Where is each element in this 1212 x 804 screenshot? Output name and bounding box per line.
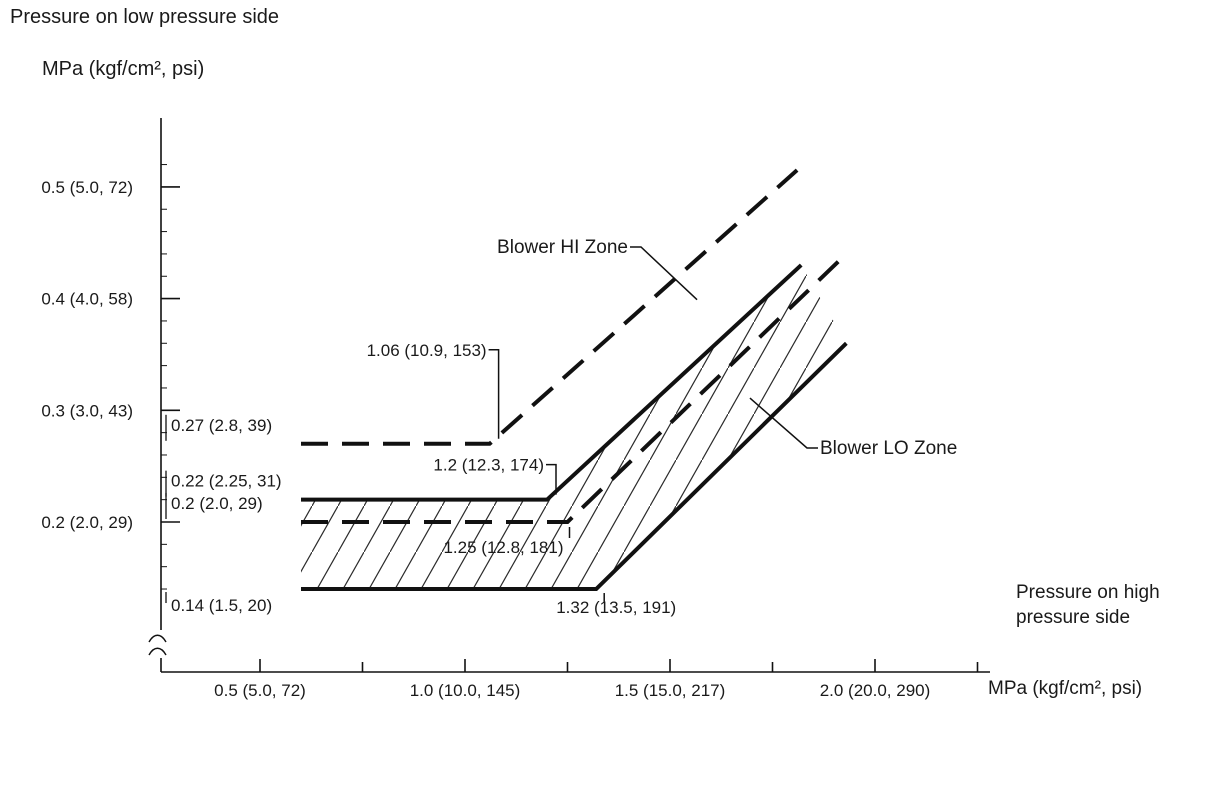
x-tick-label: 2.0 (20.0, 290): [820, 681, 931, 700]
low-pressure-side-title: Pressure on low pressure side: [10, 6, 280, 28]
y-tick-label: 0.2 (2.0, 29): [41, 513, 133, 532]
y-tick-label: 0.4 (4.0, 58): [41, 290, 133, 309]
high-pressure-side-title: Pressure on high pressure side: [1016, 582, 1160, 628]
y-axis-break-mark: [148, 634, 167, 656]
corner-label-leader: [488, 349, 500, 439]
corner-label-leader: [546, 463, 557, 495]
blower-lo-upper-boundary: [301, 263, 803, 502]
level-label: 0.14 (1.5, 20): [171, 596, 272, 615]
blower-hi-upper-boundary: [301, 168, 799, 446]
level-label: 0.22 (2.25, 31): [171, 472, 282, 491]
x-axis-unit-label: MPa (kgf/cm², psi): [988, 678, 1143, 699]
hi-zone-leader: [630, 246, 698, 301]
corner-label: 1.32 (13.5, 191): [556, 598, 676, 617]
level-label: 0.27 (2.8, 39): [171, 416, 272, 435]
blower-lo-zone-hatched-area: [301, 265, 847, 590]
blower-hi-lower-boundary: [301, 252, 848, 524]
hi-zone-label: Blower HI Zone: [497, 237, 628, 258]
x-tick-label: 0.5 (5.0, 72): [214, 681, 306, 700]
y-axis-unit-label: MPa (kgf/cm², psi): [42, 58, 205, 80]
corner-label: 1.2 (12.3, 174): [433, 456, 544, 475]
blower-lo-lower-boundary: [301, 341, 848, 592]
lo-zone-label: Blower LO Zone: [820, 438, 957, 459]
y-tick-label: 0.3 (3.0, 43): [41, 401, 133, 420]
lo-zone-leader: [749, 397, 818, 449]
corner-label: 1.06 (10.9, 153): [367, 341, 487, 360]
x-tick-label: 1.0 (10.0, 145): [410, 681, 521, 700]
level-label: 0.2 (2.0, 29): [171, 494, 263, 513]
x-tick-label: 1.5 (15.0, 217): [615, 681, 726, 700]
corner-label: 1.25 (12.8, 181): [443, 538, 563, 557]
y-tick-label: 0.5 (5.0, 72): [41, 178, 133, 197]
